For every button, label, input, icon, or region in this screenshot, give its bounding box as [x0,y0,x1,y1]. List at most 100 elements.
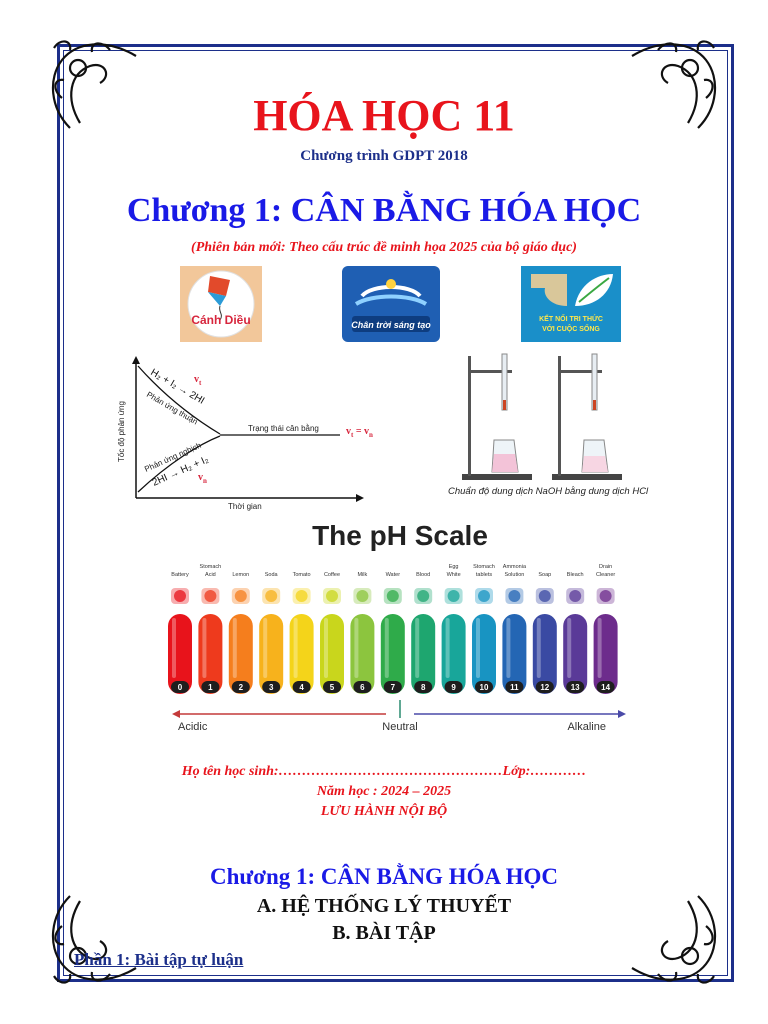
y-axis-label: Tốc độ phản ứng [117,401,126,462]
ph-number-badge [353,681,372,693]
ph-bar [593,614,618,694]
vn-label: vn [198,472,207,485]
corner-ornament-top-left [51,40,137,129]
ph-bar-highlight [232,618,237,678]
ket-noi-logo-line2: VỚI CUỘC SỐNG [542,323,600,333]
ph-item-icon-dot [569,590,582,602]
chan-troi-sang-tao-logo: Chân trời sáng tạo [342,266,440,342]
forward-rate-curve [137,365,221,435]
ph-bar-highlight [384,618,389,678]
ph-item-icon-dot [356,590,369,602]
ph-bar-highlight [536,618,541,678]
ph-number: 1 [208,683,213,692]
section-a-heading: A. HỆ THỐNG LÝ THUYẾT [256,895,512,917]
ph-number: 0 [178,683,183,692]
ph-item-label: Acid [205,572,216,578]
ph-number: 12 [540,683,549,692]
ph-number: 3 [269,683,274,692]
ph-number: 11 [510,683,519,692]
page-title: HÓA HỌC 11 [253,91,515,140]
ph-bar-highlight [263,618,268,678]
titration-stand-left [462,353,532,480]
titration-stand-right [552,353,622,480]
ph-bar-highlight [324,618,328,678]
ph-bar [472,614,496,694]
ph-bar [441,614,466,694]
ph-number-badge [323,681,341,693]
neutral-label: Neutral [382,721,417,733]
ph-number-badge [535,681,554,693]
ph-number: 8 [421,683,426,692]
ph-bar [502,614,527,694]
ph-scale-title: The pH Scale [312,520,488,551]
canh-dieu-logo: Cánh Diều [180,266,262,342]
page-border-inner [63,50,728,976]
corner-ornament-top-right [631,40,717,129]
ket-noi-logo-line1: KẾT NỐI TRI THỨC [539,313,603,323]
ph-bar-highlight [293,618,298,678]
rate-equality-label: vt = vn [346,426,373,439]
x-axis-label: Thời gian [228,502,262,511]
ph-bar [411,614,436,694]
ph-item-label: Lemon [232,572,249,578]
ph-item-label: Stomach [200,564,222,570]
equilibrium-state-label: Trạng thái cân bằng [248,424,319,433]
ph-bar [289,614,314,694]
ph-item-label: Cleaner [596,572,615,578]
ph-number-badge [596,681,615,693]
ph-item-icon-dot [234,590,247,602]
ph-bar [563,614,588,694]
ph-scale-figure: The pH Scale Battery 0 Stomach Acid 1 Lemon 2 S… [160,512,640,742]
ph-bar-highlight [172,618,176,678]
ph-bar-highlight [506,618,511,678]
ph-bar [532,614,557,694]
ph-item-icon-dot [417,590,430,602]
vt-label: vt [194,374,202,387]
part-1-heading: Phần 1: Bài tập tự luận [74,950,244,969]
ph-bar [168,614,192,694]
page-border-outer [57,44,734,982]
ph-number-badge [201,681,220,693]
ph-item-icon-dot [386,590,399,602]
ph-item-icon-dot [174,590,186,602]
ph-bar-highlight [202,618,207,678]
ph-item-label: Milk [358,572,368,578]
ph-bar [380,614,405,694]
ph-number-badge [262,681,281,693]
equilibrium-diagram: Tốc độ phản ứng Thời gian H₂ + I₂ → 2HI … [117,356,373,511]
ph-number-badge [444,681,463,693]
ph-number: 7 [391,683,396,692]
ph-bar [198,614,223,694]
ph-item-icon-dot [508,590,521,602]
ph-number: 4 [299,683,304,692]
x-axis-arrow [356,494,364,502]
ph-item-label: Drain [599,564,612,570]
ph-item-label: Coffee [324,572,340,578]
ph-bar [350,614,375,694]
ph-number-badge [292,681,311,693]
ph-item-icon-dot [265,590,278,602]
ph-bar [259,614,284,694]
ph-number-badge [171,681,189,693]
ph-number-badge [566,681,585,693]
ph-item-label: Soap [538,572,551,578]
corner-ornament-bottom-right [631,895,717,984]
y-axis-arrow [132,356,140,364]
ph-number-badge [414,681,433,693]
ph-item-icon-dot [599,590,612,602]
canh-dieu-logo-text: Cánh Diều [191,313,250,327]
alkaline-label: Alkaline [567,721,606,733]
corner-ornament-bottom-left [51,895,137,984]
section-b-heading: B. BÀI TẬP [332,922,436,944]
ph-item-label: Battery [171,572,189,578]
ph-item-label: Solution [504,572,524,578]
ph-number: 6 [360,683,365,692]
ph-bar-highlight [445,618,450,678]
ph-bar-highlight [567,618,572,678]
version-note: (Phiên bản mới: Theo cấu trúc đề minh họ… [191,240,577,255]
ph-item-label: tablets [476,572,492,578]
ph-number: 13 [571,683,580,692]
ph-item-label: White [447,572,461,578]
student-info-line: Họ tên học sinh:…………………………………………Lớp:………… [181,764,587,779]
titration-caption: Chuẩn độ dung dịch NaOH bằng dung dịch H… [448,486,649,497]
